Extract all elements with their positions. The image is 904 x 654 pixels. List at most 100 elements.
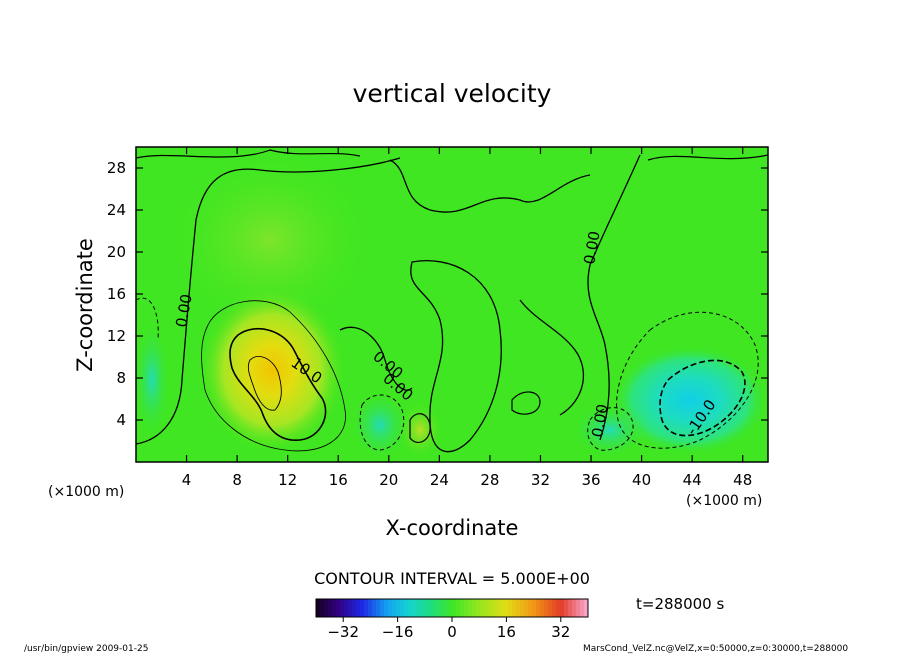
colorbar-cell: [396, 599, 401, 617]
x-tick-label: 36: [581, 471, 600, 489]
contour-minus-five: [616, 311, 759, 449]
field-negative-peak: [612, 345, 768, 455]
colorbar-cell: [368, 599, 373, 617]
x-tick-label: 16: [329, 471, 348, 489]
contour-minus-five-edge: [136, 297, 159, 341]
colorbar-tick-label: 16: [497, 623, 516, 641]
contour-zero-ripple: [519, 299, 585, 416]
contour-lines: [136, 149, 768, 453]
x-tick-label: 48: [733, 471, 752, 489]
y-tick-label: 20: [107, 243, 126, 261]
colorbar-cell: [516, 599, 521, 617]
time-label: t=288000 s: [636, 595, 724, 613]
colorbar-cell: [432, 599, 437, 617]
colorbar-cell: [328, 599, 333, 617]
x-tick-label: 20: [379, 471, 398, 489]
colorbar-cell: [364, 599, 369, 617]
contour-label: 0.00: [588, 403, 612, 439]
colorbar-cell: [448, 599, 453, 617]
contour-minus-five-mid: [587, 407, 634, 451]
x-unit-right: (×1000 m): [686, 493, 762, 509]
colorbar-cell: [376, 599, 381, 617]
field-negative-small-b: [570, 402, 650, 458]
colorbar-cell: [476, 599, 481, 617]
colorbar-cell: [372, 599, 377, 617]
colorbar-cell: [424, 599, 429, 617]
y-axis: 4 8 12 16 20 24 28: [107, 159, 768, 429]
y-tick-label: 16: [107, 285, 126, 303]
colorbar-cell: [504, 599, 509, 617]
contour-zero-center: [410, 260, 502, 453]
contour-minus-ten: [659, 359, 746, 437]
colorbar-tick-label: −32: [327, 623, 359, 641]
contour-top-noise-right: [647, 154, 768, 161]
x-tick-label: 28: [480, 471, 499, 489]
x-tick-label: 40: [632, 471, 651, 489]
x-tick-label: 12: [278, 471, 297, 489]
colorbar: [316, 599, 589, 617]
colorbar-cell: [360, 599, 365, 617]
x-axis-label: X-coordinate: [386, 516, 519, 540]
colorbar-cell: [348, 599, 353, 617]
colorbar-cell: [428, 599, 433, 617]
x-unit-left: (×1000 m): [48, 484, 124, 500]
colorbar-cell: [392, 599, 397, 617]
contour-label: 0.00: [172, 293, 196, 329]
colorbar-cell: [412, 599, 417, 617]
field-positive-peak: [197, 285, 347, 455]
x-axis: 4 8 12 16 20 24 28 32 36 40 44 48: [182, 147, 752, 489]
colorbar-cell: [380, 599, 385, 617]
footer-right: MarsCond_VelZ.nc@VelZ,x=0:50000,z=0:3000…: [583, 644, 848, 654]
x-tick-label: 8: [232, 471, 242, 489]
colorbar-cell: [316, 599, 321, 617]
y-tick-label: 12: [107, 327, 126, 345]
colorbar-cell: [572, 599, 577, 617]
colorbar-cell: [324, 599, 329, 617]
footer-left: /usr/bin/gpview 2009-01-25: [24, 644, 148, 654]
colorbar-cell: [456, 599, 461, 617]
colorbar-cell: [472, 599, 477, 617]
colorbar-cell: [492, 599, 497, 617]
colorbar-cell: [340, 599, 345, 617]
colorbar-cell: [500, 599, 505, 617]
colorbar-cell: [420, 599, 425, 617]
contour-interval: CONTOUR INTERVAL = 5.000E+00: [314, 569, 590, 588]
colorbar-cell: [416, 599, 421, 617]
x-tick-label: 32: [531, 471, 550, 489]
colorbar-cell: [332, 599, 337, 617]
colorbar-cell: [444, 599, 449, 617]
field-updraft-column: [160, 147, 380, 335]
contour-fifteen: [247, 356, 282, 411]
colorbar-cell: [344, 599, 349, 617]
colorbar-cell: [548, 599, 553, 617]
colorbar-cell: [452, 599, 457, 617]
x-tick-label: 4: [182, 471, 192, 489]
colorbar-cell: [352, 599, 357, 617]
colorbar-cell: [464, 599, 469, 617]
colorbar-cell: [384, 599, 389, 617]
colorbar-cell: [320, 599, 325, 617]
colorbar-cell: [512, 599, 517, 617]
contour-five: [201, 300, 346, 452]
colorbar-cell: [488, 599, 493, 617]
colorbar-cell: [544, 599, 549, 617]
colorbar-tick-label: 32: [551, 623, 570, 641]
colorbar-cell: [576, 599, 581, 617]
chart-title: vertical velocity: [353, 79, 552, 108]
colorbar-cell: [400, 599, 405, 617]
contour-closed-small: [511, 391, 541, 415]
colorbar-cell: [560, 599, 565, 617]
plot-frame: [135, 146, 769, 463]
colorbar-cell: [496, 599, 501, 617]
colorbar-cell: [468, 599, 473, 617]
plot-area: 0.00 0.00 0.00 0.00 0.00 10.0 -10.0: [136, 147, 768, 462]
contour-minus-five-left: [359, 394, 405, 451]
colorbar-cell: [336, 599, 341, 617]
colorbar-cell: [540, 599, 545, 617]
contour-label: 0.00: [580, 230, 604, 266]
colorbar-cell: [388, 599, 393, 617]
x-tick-label: 44: [683, 471, 702, 489]
colorbar-cell: [520, 599, 525, 617]
contour-zero-right: [587, 154, 641, 441]
